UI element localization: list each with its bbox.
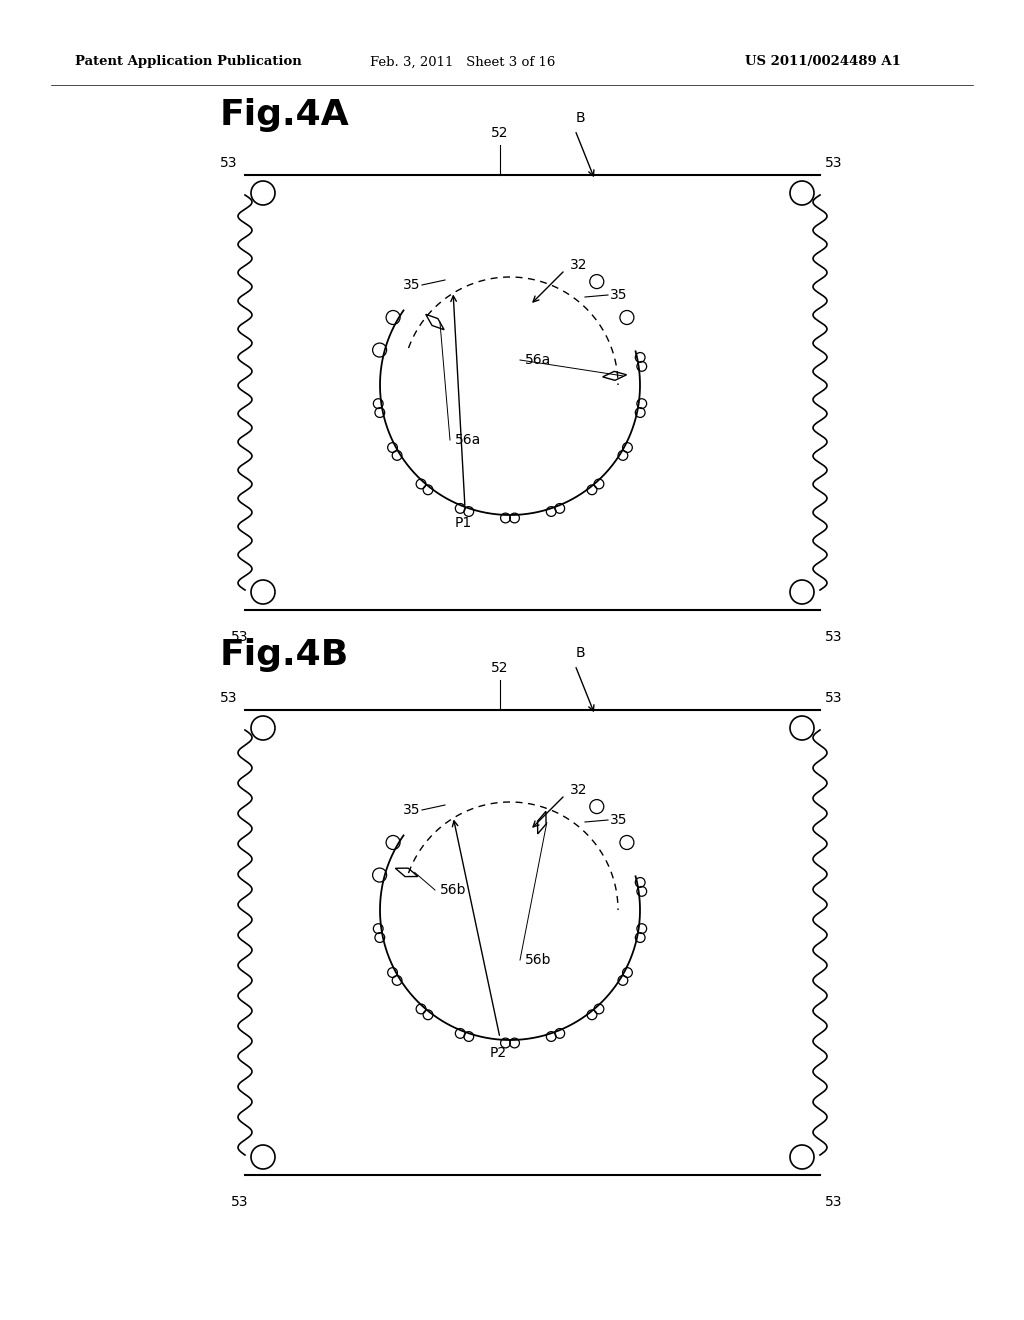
Text: 53: 53 (825, 630, 843, 644)
Text: 56a: 56a (455, 433, 481, 447)
Text: 53: 53 (219, 690, 237, 705)
Text: 35: 35 (610, 288, 628, 302)
Text: P2: P2 (490, 1045, 507, 1060)
Text: Patent Application Publication: Patent Application Publication (75, 55, 302, 69)
Text: P1: P1 (455, 516, 472, 531)
Polygon shape (538, 812, 546, 834)
Text: 53: 53 (231, 1195, 249, 1209)
Text: 53: 53 (231, 630, 249, 644)
Text: 53: 53 (825, 156, 843, 170)
Text: Feb. 3, 2011   Sheet 3 of 16: Feb. 3, 2011 Sheet 3 of 16 (370, 55, 555, 69)
Text: 52: 52 (492, 125, 509, 140)
Text: 32: 32 (570, 783, 588, 797)
Text: 56a: 56a (525, 352, 551, 367)
Text: 52: 52 (492, 661, 509, 675)
Text: 53: 53 (825, 1195, 843, 1209)
Text: 56b: 56b (440, 883, 467, 898)
Text: Fig.4A: Fig.4A (220, 98, 350, 132)
Text: 56b: 56b (525, 953, 552, 968)
Text: 53: 53 (825, 690, 843, 705)
Text: 35: 35 (402, 803, 420, 817)
Text: 35: 35 (610, 813, 628, 828)
Text: US 2011/0024489 A1: US 2011/0024489 A1 (745, 55, 901, 69)
Polygon shape (395, 869, 418, 876)
Text: Fig.4B: Fig.4B (220, 638, 349, 672)
Text: 35: 35 (402, 279, 420, 292)
Text: B: B (575, 111, 585, 125)
Polygon shape (603, 371, 627, 380)
Text: 53: 53 (219, 156, 237, 170)
Polygon shape (426, 314, 444, 330)
Text: 32: 32 (570, 257, 588, 272)
Text: B: B (575, 645, 585, 660)
